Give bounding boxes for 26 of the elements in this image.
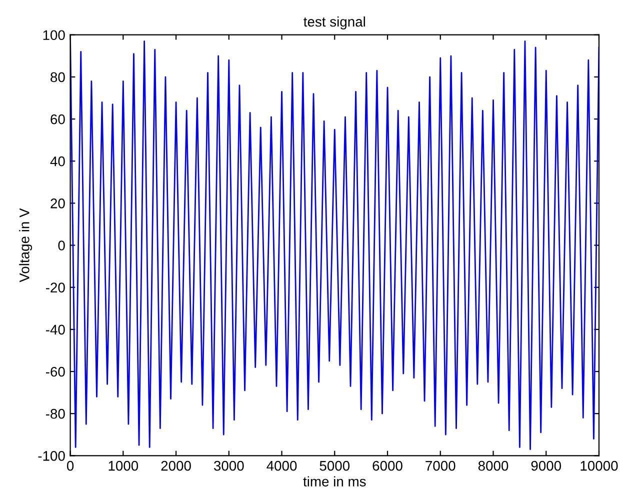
x-tick-label: 7000 [426, 460, 456, 471]
x-tick-label: 5000 [320, 460, 350, 471]
x-tick-label: 1000 [108, 460, 138, 471]
y-tick-label: 20 [50, 198, 65, 208]
y-tick-label: -40 [46, 324, 65, 335]
y-tick-label: -20 [46, 282, 65, 293]
y-tick-label: -100 [38, 451, 65, 461]
x-tick-label: 4000 [266, 460, 297, 471]
line-series [70, 38, 599, 450]
y-tick-label: 80 [50, 72, 65, 82]
y-tick-label: 100 [43, 30, 65, 40]
y-tick-label: 60 [50, 114, 65, 124]
y-axis-title: Voltage in V [19, 208, 32, 282]
y-tick-label: -80 [46, 408, 65, 419]
y-tick-label: -60 [46, 366, 65, 377]
x-tick-label: 0 [66, 460, 74, 471]
x-tick-label: 6000 [372, 460, 402, 471]
x-tick-label: 8000 [478, 460, 508, 471]
chart-title: test signal [304, 16, 365, 30]
x-tick-label: 10000 [580, 460, 618, 471]
y-tick-label: 0 [58, 240, 65, 250]
y-tick-label: 40 [50, 156, 65, 166]
x-axis-title: time in ms [303, 476, 366, 486]
x-tick-label: 3000 [214, 460, 244, 471]
x-tick-label: 9000 [531, 460, 562, 471]
x-tick-label: 2000 [161, 460, 191, 471]
